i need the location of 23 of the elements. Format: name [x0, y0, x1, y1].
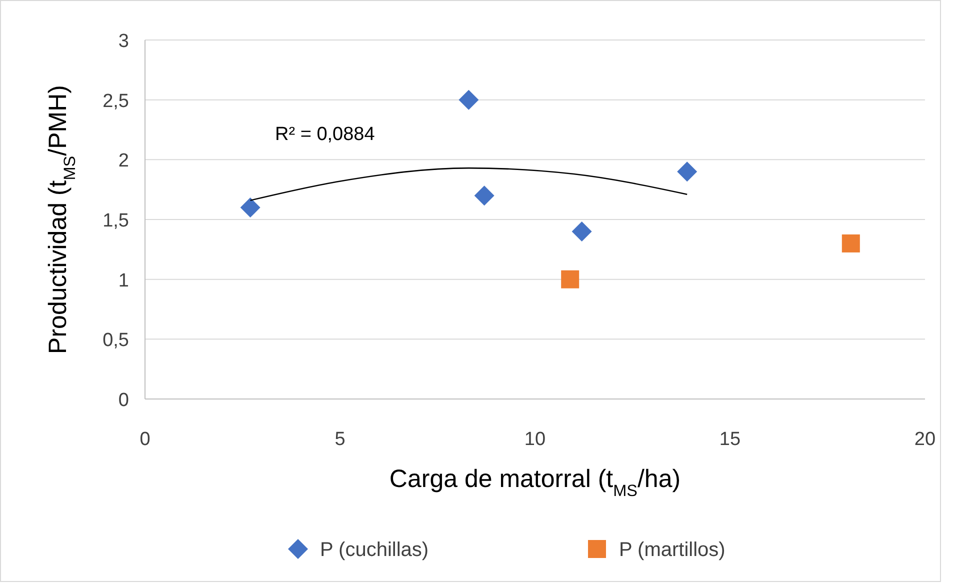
y-tick-label: 3	[118, 31, 129, 52]
y-tick-label: 2,5	[102, 90, 129, 112]
y-tick-label: 2	[118, 150, 129, 172]
point	[677, 162, 698, 182]
y-tick-label: 0	[118, 390, 129, 411]
point	[572, 221, 592, 242]
point	[561, 270, 580, 288]
point	[458, 90, 479, 110]
point	[842, 234, 860, 252]
x-tick-label: 20	[914, 429, 936, 450]
x-tick-label: 10	[524, 429, 546, 450]
x-axis-title: Carga de matorral (t$_{MS}$/ha)	[389, 465, 681, 500]
y-tick-label: 1,5	[102, 210, 129, 232]
y-tick-label: 1	[118, 270, 129, 292]
legend-label: P (martillos)	[619, 539, 726, 561]
x-tick-label: 0	[140, 429, 150, 450]
x-tick-label: 15	[719, 429, 741, 450]
x-tick-label: 5	[334, 429, 346, 450]
y-tick-label: 0,5	[102, 330, 129, 352]
annotation: R² = 0,0884	[275, 124, 376, 145]
point	[474, 186, 494, 206]
point	[240, 198, 260, 218]
legend-label: P (cuchillas)	[320, 539, 429, 561]
